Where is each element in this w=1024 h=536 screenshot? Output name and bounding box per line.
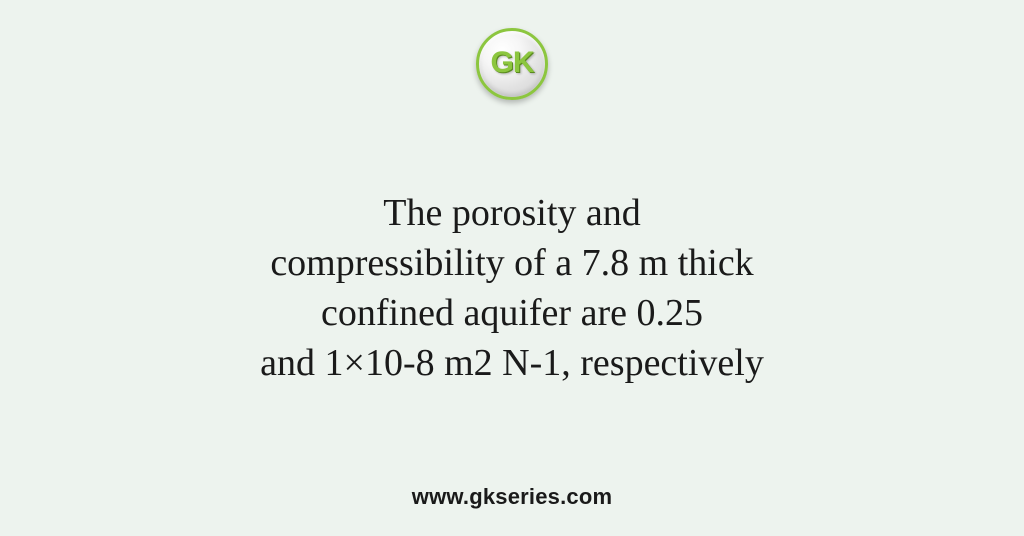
content-line-3: confined aquifer are 0.25 xyxy=(260,288,764,338)
content-line-4: and 1×10-8 m2 N-1, respectively xyxy=(260,338,764,388)
logo-text: GK xyxy=(491,46,534,80)
logo-circle: GK xyxy=(476,28,548,100)
content-line-2: compressibility of a 7.8 m thick xyxy=(260,238,764,288)
logo: GK xyxy=(476,28,548,100)
content-line-1: The porosity and xyxy=(260,188,764,238)
footer-url: www.gkseries.com xyxy=(412,484,612,510)
main-content: The porosity and compressibility of a 7.… xyxy=(260,188,764,389)
